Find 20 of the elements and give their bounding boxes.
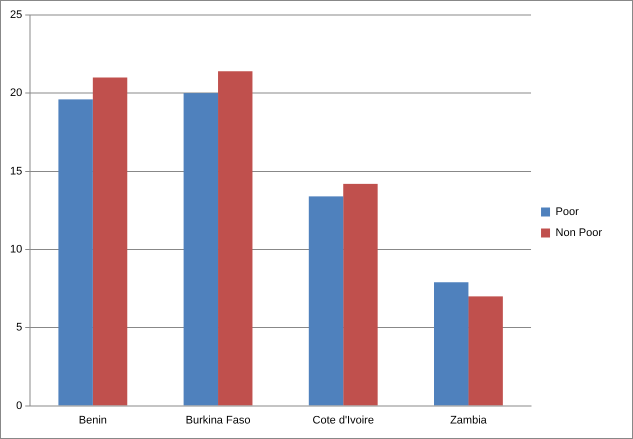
bar [92,78,128,406]
y-tick-label: 20 [10,87,22,100]
y-tick-label: 0 [16,400,22,412]
x-tick-label: Benin [78,414,107,426]
bar [343,184,378,406]
bar [434,282,468,406]
bar [308,196,344,406]
x-tick-label: Zambia [450,414,488,426]
bar [218,71,252,406]
bar [184,93,218,406]
bar [468,296,503,406]
y-tick-label: 10 [10,244,22,256]
bar [58,99,93,406]
legend-label: Poor [556,206,580,218]
y-tick-label: 25 [10,9,22,22]
y-tick-label: 5 [16,322,22,334]
x-tick-label: Burkina Faso [186,414,250,426]
x-tick-label: Cote d'Ivoire [312,414,374,426]
legend-label: Non Poor [556,227,602,240]
y-tick-label: 15 [10,165,22,178]
